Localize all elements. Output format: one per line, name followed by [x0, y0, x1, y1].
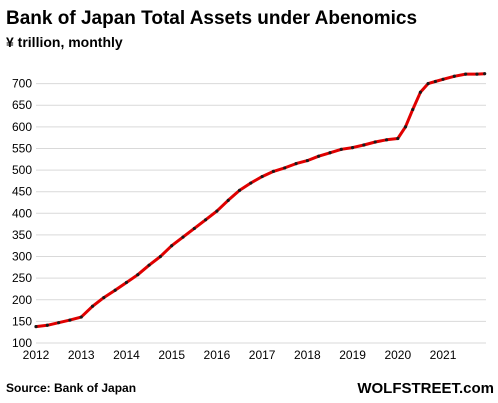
x-tick-label-2012: 2012: [23, 348, 50, 362]
data-point: [102, 296, 106, 300]
data-point: [294, 161, 298, 166]
x-tick-label-2021: 2021: [430, 348, 457, 362]
data-point: [124, 280, 129, 285]
data-point: [34, 324, 38, 329]
y-tick-label-150: 150: [12, 314, 32, 328]
data-point: [305, 158, 309, 163]
data-point: [203, 218, 208, 222]
data-point: [350, 145, 355, 150]
data-point: [260, 174, 264, 179]
data-point: [418, 90, 423, 94]
data-point: [79, 315, 83, 319]
x-tick-label-2016: 2016: [204, 348, 231, 362]
y-tick-label-250: 250: [12, 271, 32, 285]
data-point: [433, 79, 437, 84]
data-point: [411, 107, 415, 112]
data-point: [475, 72, 479, 76]
y-tick-label-400: 400: [12, 206, 32, 220]
x-tick-label-2018: 2018: [294, 348, 321, 362]
data-point: [192, 226, 196, 231]
data-point: [170, 244, 174, 248]
data-point: [215, 209, 219, 213]
data-point: [90, 304, 95, 308]
data-point: [226, 198, 230, 202]
data-point: [426, 82, 430, 86]
data-point: [136, 273, 140, 277]
series-line-0: [34, 72, 487, 329]
y-axis-ticks: 100 150 200 250 300 350 400 450 500 550 600 650 700: [12, 77, 32, 350]
data-point: [362, 143, 366, 147]
data-point: [403, 125, 408, 129]
chart-title: Bank of Japan Total Assets under Abenomi…: [6, 8, 417, 29]
data-point: [483, 72, 487, 76]
data-point: [249, 181, 253, 185]
data-point: [384, 138, 389, 142]
data-point: [283, 166, 287, 170]
data-point: [45, 323, 49, 327]
y-gridlines: [36, 83, 486, 344]
data-point: [181, 235, 185, 239]
data-point: [68, 318, 72, 322]
x-tick-label-2020: 2020: [384, 348, 411, 362]
y-tick-label-550: 550: [12, 141, 32, 155]
x-tick-label-2014: 2014: [113, 348, 140, 362]
data-point: [373, 140, 377, 144]
x-tick-label-2019: 2019: [339, 348, 366, 362]
data-point: [57, 321, 61, 325]
data-point: [317, 154, 321, 158]
y-tick-label-350: 350: [12, 228, 32, 242]
x-tick-label-2017: 2017: [249, 348, 276, 362]
y-tick-label-100: 100: [12, 336, 32, 350]
brand-watermark: WOLFSTREET.com: [357, 380, 494, 397]
y-tick-label-200: 200: [12, 293, 32, 307]
y-tick-label-300: 300: [12, 250, 32, 264]
y-tick-label-450: 450: [12, 185, 32, 199]
data-point: [464, 72, 468, 76]
series-group: [34, 72, 487, 329]
data-point: [339, 147, 343, 151]
data-point: [452, 74, 456, 78]
data-point: [147, 263, 151, 267]
data-point: [396, 136, 400, 141]
data-point: [271, 169, 276, 173]
y-tick-label-650: 650: [12, 98, 32, 112]
data-point: [113, 288, 117, 292]
y-tick-label-500: 500: [12, 163, 32, 177]
y-tick-label-600: 600: [12, 120, 32, 134]
chart-subtitle: ¥ trillion, monthly: [6, 34, 123, 50]
x-tick-label-2015: 2015: [158, 348, 185, 362]
source-note: Source: Bank of Japan: [6, 381, 136, 395]
data-point: [237, 188, 242, 192]
data-point: [441, 77, 445, 81]
data-point: [328, 151, 332, 155]
x-axis-ticks: 2012 2013 2014 2015 2016 2017 2018 2019 2020 2021: [23, 348, 457, 362]
data-point: [158, 254, 162, 259]
x-tick-label-2013: 2013: [68, 348, 95, 362]
y-tick-label-700: 700: [12, 77, 32, 91]
